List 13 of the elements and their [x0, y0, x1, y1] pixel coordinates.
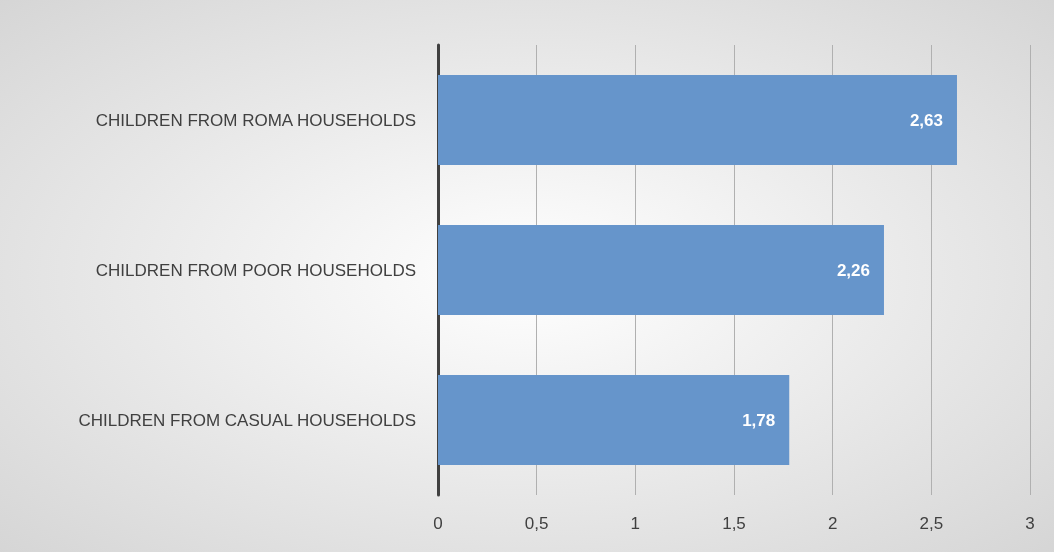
x-tick-label: 1,5 — [722, 514, 746, 533]
x-tick-label: 3 — [1025, 514, 1035, 533]
data-label: 2,63 — [909, 110, 943, 130]
x-tick-label: 0,5 — [524, 514, 549, 533]
y-tick-label: CHILDREN FROM CASUAL HOUSEHOLDS — [78, 410, 416, 430]
x-tick-label: 1 — [630, 514, 641, 533]
x-tick-label: 2,5 — [919, 514, 944, 533]
y-tick-label: CHILDREN FROM ROMA HOUSEHOLDS — [95, 110, 416, 130]
data-label: 1,78 — [742, 410, 776, 430]
x-tick-label: 0 — [433, 514, 443, 533]
y-tick-label: CHILDREN FROM POOR HOUSEHOLDS — [95, 260, 416, 280]
data-label: 2,26 — [836, 260, 870, 280]
x-tick-label: 2 — [827, 514, 838, 533]
